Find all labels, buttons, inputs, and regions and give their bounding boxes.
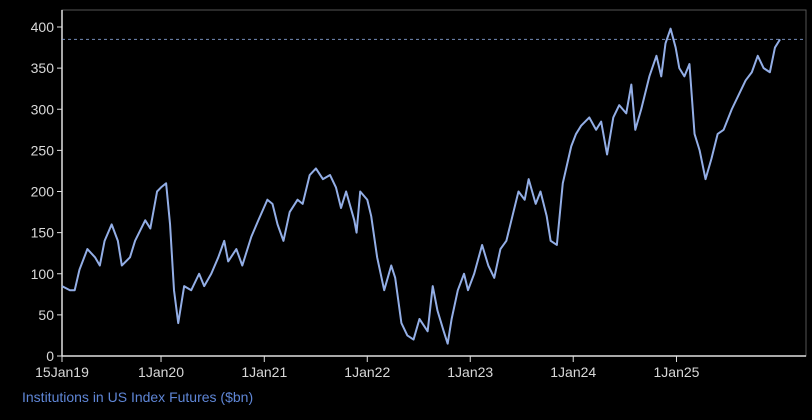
- y-tick-label: 200: [31, 184, 55, 200]
- x-tick-label: 1Jan22: [344, 364, 390, 380]
- y-tick-label: 350: [31, 60, 55, 76]
- x-tick-label: 15Jan19: [35, 364, 89, 380]
- x-tick-label: 1Jan20: [138, 364, 184, 380]
- x-tick-label: 1Jan24: [550, 364, 596, 380]
- y-tick-label: 300: [31, 101, 55, 117]
- x-tick-label: 1Jan23: [447, 364, 493, 380]
- y-tick-label: 400: [31, 19, 55, 35]
- data-line: [61, 27, 781, 345]
- y-tick-label: 50: [38, 307, 54, 323]
- y-tick-label: 100: [31, 266, 55, 282]
- x-tick-label: 1Jan21: [241, 364, 287, 380]
- y-tick-label: 150: [31, 225, 55, 241]
- x-axis-label: Institutions in US Index Futures ($bn): [22, 389, 253, 405]
- y-tick-label: 0: [46, 348, 54, 364]
- y-tick-label: 250: [31, 142, 55, 158]
- x-tick-label: 1Jan25: [654, 364, 700, 380]
